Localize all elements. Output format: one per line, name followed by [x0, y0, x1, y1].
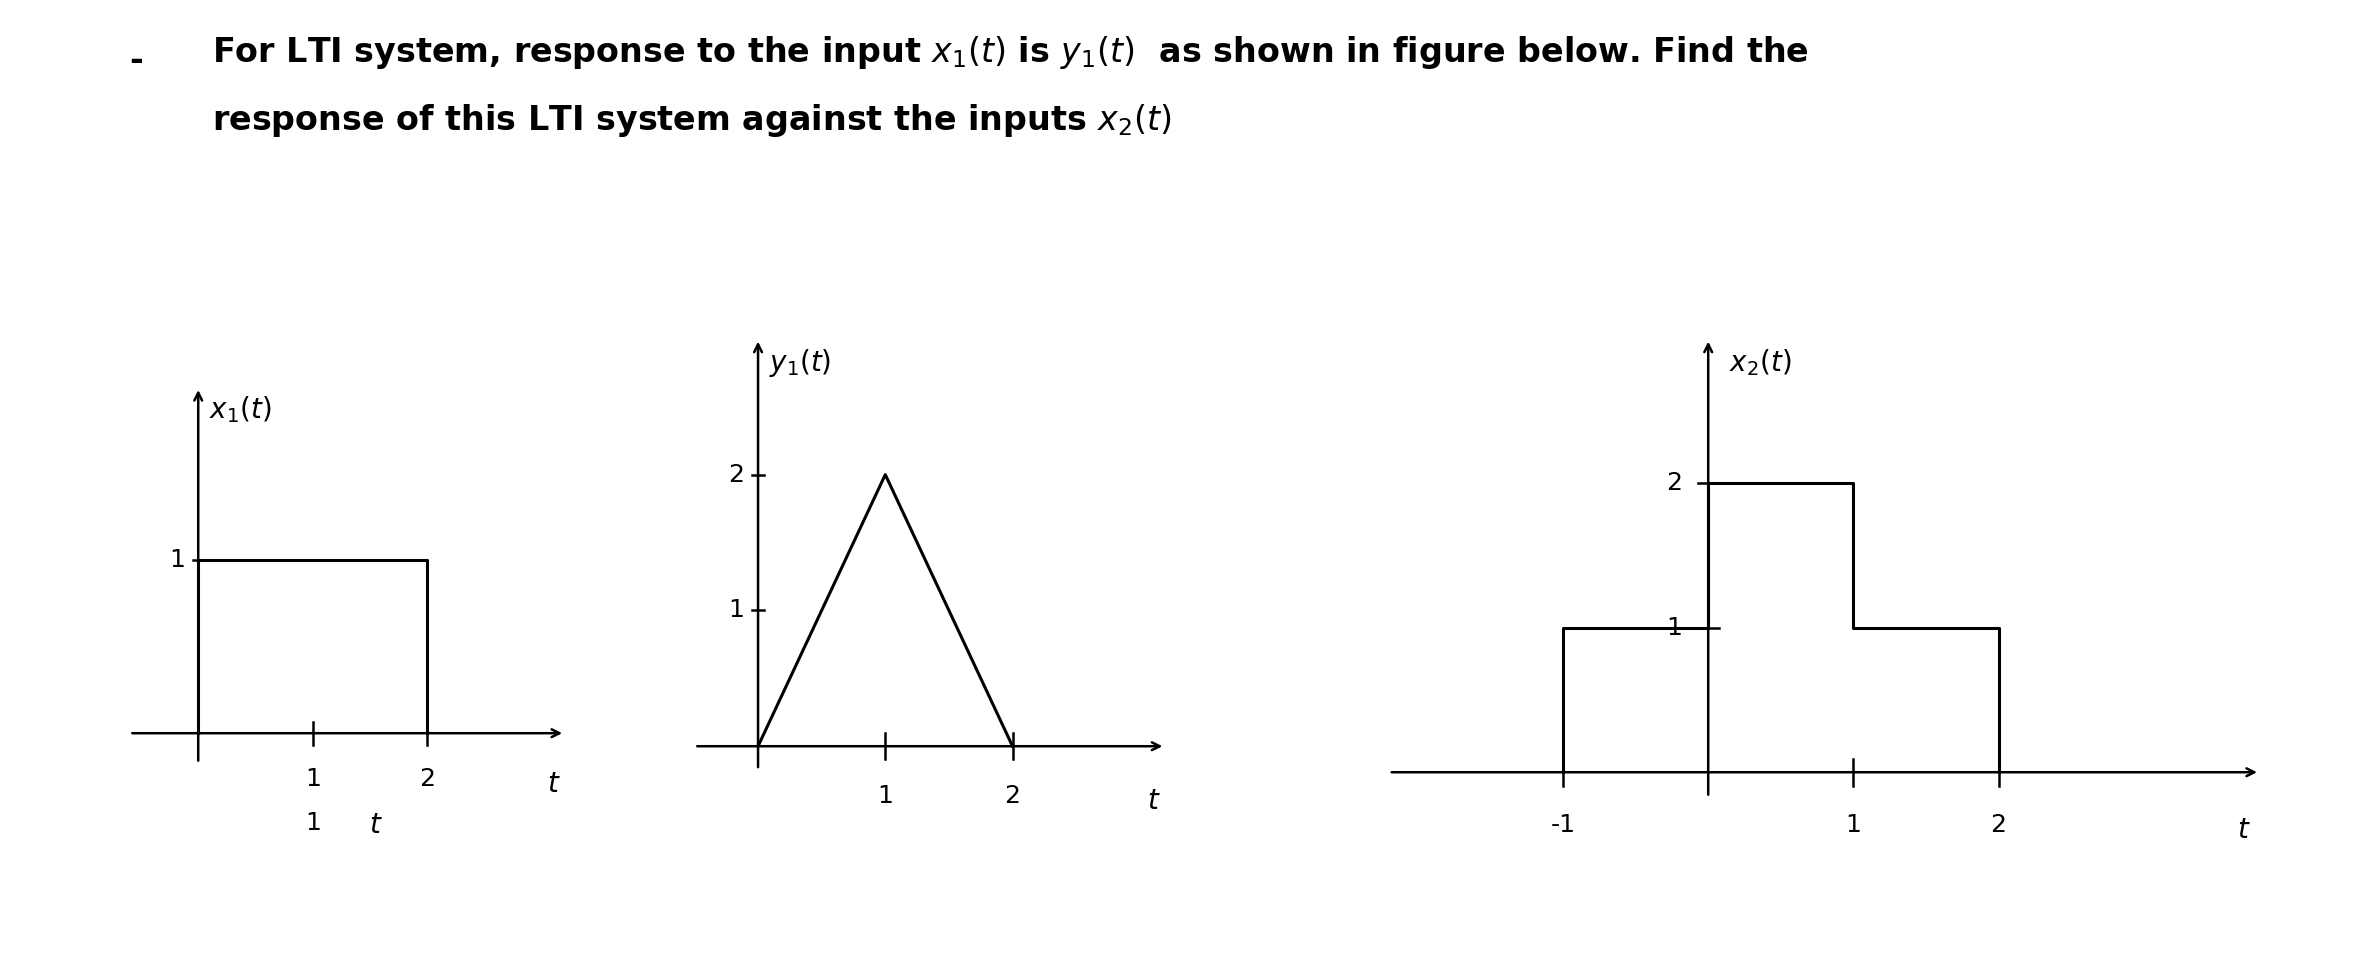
- Text: $t$: $t$: [546, 770, 560, 798]
- Text: 1: 1: [727, 598, 744, 622]
- Text: $t$: $t$: [1146, 787, 1161, 815]
- Text: 1: 1: [1846, 813, 1862, 837]
- Text: 2: 2: [419, 768, 435, 792]
- Text: 2: 2: [1005, 784, 1022, 808]
- Text: 2: 2: [727, 463, 744, 487]
- Text: response of this LTI system against the inputs $x_2(t)$: response of this LTI system against the …: [212, 102, 1172, 138]
- Text: 1: 1: [878, 784, 892, 808]
- Text: 2: 2: [1991, 813, 2006, 837]
- Text: $x_2(t)$: $x_2(t)$: [1730, 348, 1791, 378]
- Text: 1: 1: [306, 768, 320, 792]
- Text: 1: 1: [1667, 616, 1683, 640]
- Text: 1: 1: [169, 548, 186, 572]
- Text: $t$: $t$: [370, 811, 384, 839]
- Text: $t$: $t$: [2236, 816, 2250, 843]
- Text: -1: -1: [1551, 813, 1575, 837]
- Text: 1: 1: [306, 811, 320, 834]
- Text: For LTI system, response to the input $x_1(t)$ is $y_1(t)$  as shown in figure b: For LTI system, response to the input $x…: [212, 34, 1808, 71]
- Text: $y_1(t)$: $y_1(t)$: [770, 347, 831, 378]
- Text: 2: 2: [1667, 471, 1683, 496]
- Text: $x_1(t)$: $x_1(t)$: [210, 394, 271, 425]
- Text: -: -: [129, 44, 144, 76]
